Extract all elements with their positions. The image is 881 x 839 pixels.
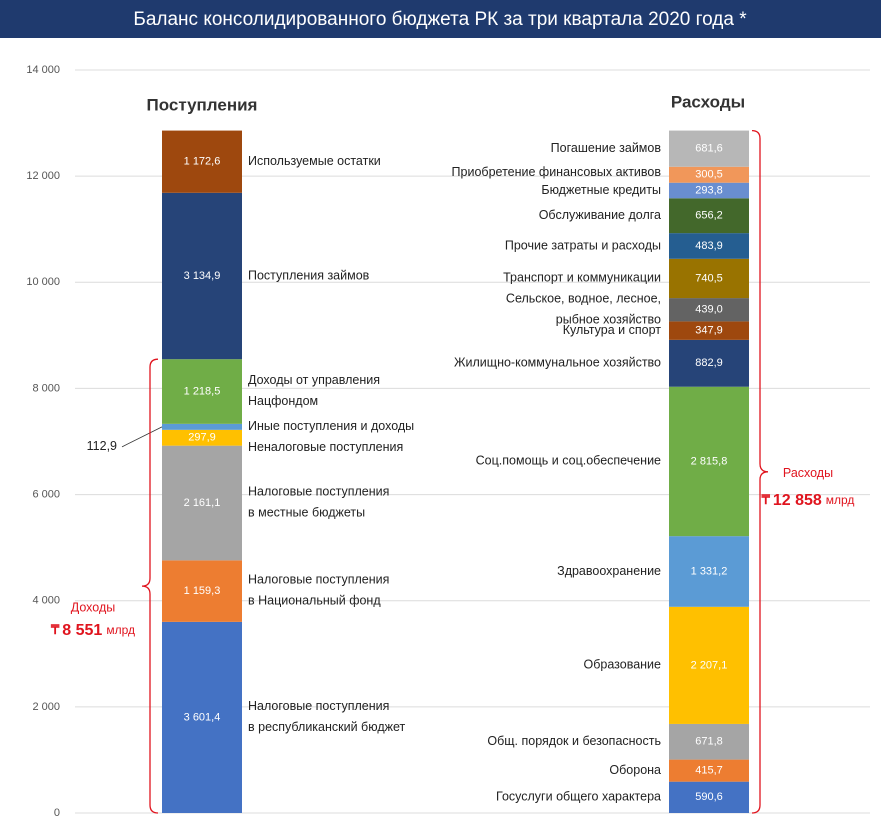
value-label: 415,7 xyxy=(695,765,723,777)
value-label: 3 601,4 xyxy=(184,711,221,723)
segment-label: Обслуживание долга xyxy=(539,208,661,222)
bracket-total: ₸ 8 551 млрд xyxy=(50,622,135,639)
segment-label: Погашение займов xyxy=(551,141,662,155)
bracket-total: ₸ 12 858 млрд xyxy=(761,492,855,509)
value-label: 300,5 xyxy=(695,169,723,181)
segment xyxy=(669,258,749,299)
value-label: 882,9 xyxy=(695,357,723,369)
total-value: 8 551 xyxy=(62,622,102,639)
bracket xyxy=(141,358,159,814)
segment xyxy=(669,182,749,199)
y-tick-label: 6 000 xyxy=(32,488,60,500)
y-tick-label: 0 xyxy=(54,807,60,819)
value-label: 1 331,2 xyxy=(691,565,728,577)
segment-label: Соц.помощь и соц.обеспечение xyxy=(476,454,661,468)
y-tick-label: 2 000 xyxy=(32,701,60,713)
value-label: 590,6 xyxy=(695,791,723,803)
segment-label: Культура и спорт xyxy=(563,323,662,337)
y-tick-label: 14 000 xyxy=(26,64,60,76)
title-banner xyxy=(0,0,881,38)
segment-label: Иные поступления и доходы xyxy=(248,419,414,433)
segment-label: Оборона xyxy=(609,763,661,777)
segment xyxy=(162,445,242,561)
y-tick-label: 10 000 xyxy=(26,276,60,288)
segment xyxy=(669,606,749,724)
segment xyxy=(669,339,749,387)
segment xyxy=(162,130,242,193)
segment-label: Бюджетные кредиты xyxy=(541,183,661,197)
segment xyxy=(669,536,749,607)
segment-label: Жилищно-коммунальное хозяйство xyxy=(454,356,661,370)
value-label: 2 815,8 xyxy=(691,455,728,467)
currency: ₸ xyxy=(50,623,60,638)
segment xyxy=(669,759,749,782)
currency: ₸ xyxy=(761,492,771,507)
value-label: 1 159,3 xyxy=(184,585,221,597)
segment-label: Образование xyxy=(584,658,662,672)
segment xyxy=(669,166,749,183)
value-label: 483,9 xyxy=(695,240,723,252)
value-label: 3 134,9 xyxy=(184,270,221,282)
column-header: Расходы xyxy=(671,92,745,111)
value-label: 1 172,6 xyxy=(184,156,221,168)
segment xyxy=(669,723,749,760)
value-label: 347,9 xyxy=(695,325,723,337)
segment xyxy=(669,781,749,813)
unit: млрд xyxy=(106,623,135,637)
segment-label: Поступления займов xyxy=(248,268,370,282)
value-label: 681,6 xyxy=(695,143,723,155)
value-label: 1 218,5 xyxy=(184,385,221,397)
y-tick-label: 12 000 xyxy=(26,170,60,182)
value-label: 439,0 xyxy=(695,304,723,316)
segment-label: Общ. порядок и безопасность xyxy=(487,734,661,748)
leader-line xyxy=(121,426,163,448)
y-tick-label: 4 000 xyxy=(32,595,60,607)
segment-label: Доходы от управления Нацфондом xyxy=(248,373,380,408)
segment xyxy=(162,621,242,813)
bracket-label: Расходы xyxy=(783,466,833,480)
total-value: 12 858 xyxy=(773,492,822,509)
segment xyxy=(162,423,242,430)
value-label: 656,2 xyxy=(695,210,723,222)
segment xyxy=(162,560,242,622)
column-header: Поступления xyxy=(147,95,258,114)
segment-label: Приобретение финансовых активов xyxy=(452,165,662,179)
bracket-label: Доходы xyxy=(71,600,115,614)
segment xyxy=(162,359,242,424)
segment xyxy=(669,130,749,167)
segment-label: Здравоохранение xyxy=(557,564,661,578)
segment xyxy=(162,192,242,360)
value-label: 297,9 xyxy=(188,432,216,444)
segment xyxy=(669,198,749,234)
segment-label: Налоговые поступления в республиканский б… xyxy=(248,699,406,734)
value-label: 740,5 xyxy=(695,272,723,284)
value-label: 2 161,1 xyxy=(184,497,221,509)
value-label: 671,8 xyxy=(695,736,723,748)
segment xyxy=(162,429,242,446)
segment-label: Неналоговые поступления xyxy=(248,440,403,454)
segment-label: Налоговые поступления в местные бюджеты xyxy=(248,485,389,520)
segment-label: Сельское, водное, лесное, рыбное хозяйств… xyxy=(506,292,661,327)
unit: млрд xyxy=(826,493,855,507)
value-label: 112,9 xyxy=(87,439,117,453)
segment xyxy=(669,386,749,537)
segment-label: Используемые остатки xyxy=(248,154,381,168)
segment xyxy=(669,298,749,322)
segment xyxy=(669,233,749,259)
chart-title: Баланс консолидированного бюджета РК за … xyxy=(133,9,747,30)
segment-label: Налоговые поступления в Национальный фонд xyxy=(248,573,389,608)
segment-label: Прочие затраты и расходы xyxy=(505,238,661,252)
segment xyxy=(669,321,749,340)
value-label: 2 207,1 xyxy=(691,659,728,671)
segment-label: Транспорт и коммуникации xyxy=(503,271,661,285)
segment-label: Госуслуги общего характера xyxy=(496,790,661,804)
value-label: 293,8 xyxy=(695,184,723,196)
y-tick-label: 8 000 xyxy=(32,382,60,394)
bracket xyxy=(751,129,769,814)
